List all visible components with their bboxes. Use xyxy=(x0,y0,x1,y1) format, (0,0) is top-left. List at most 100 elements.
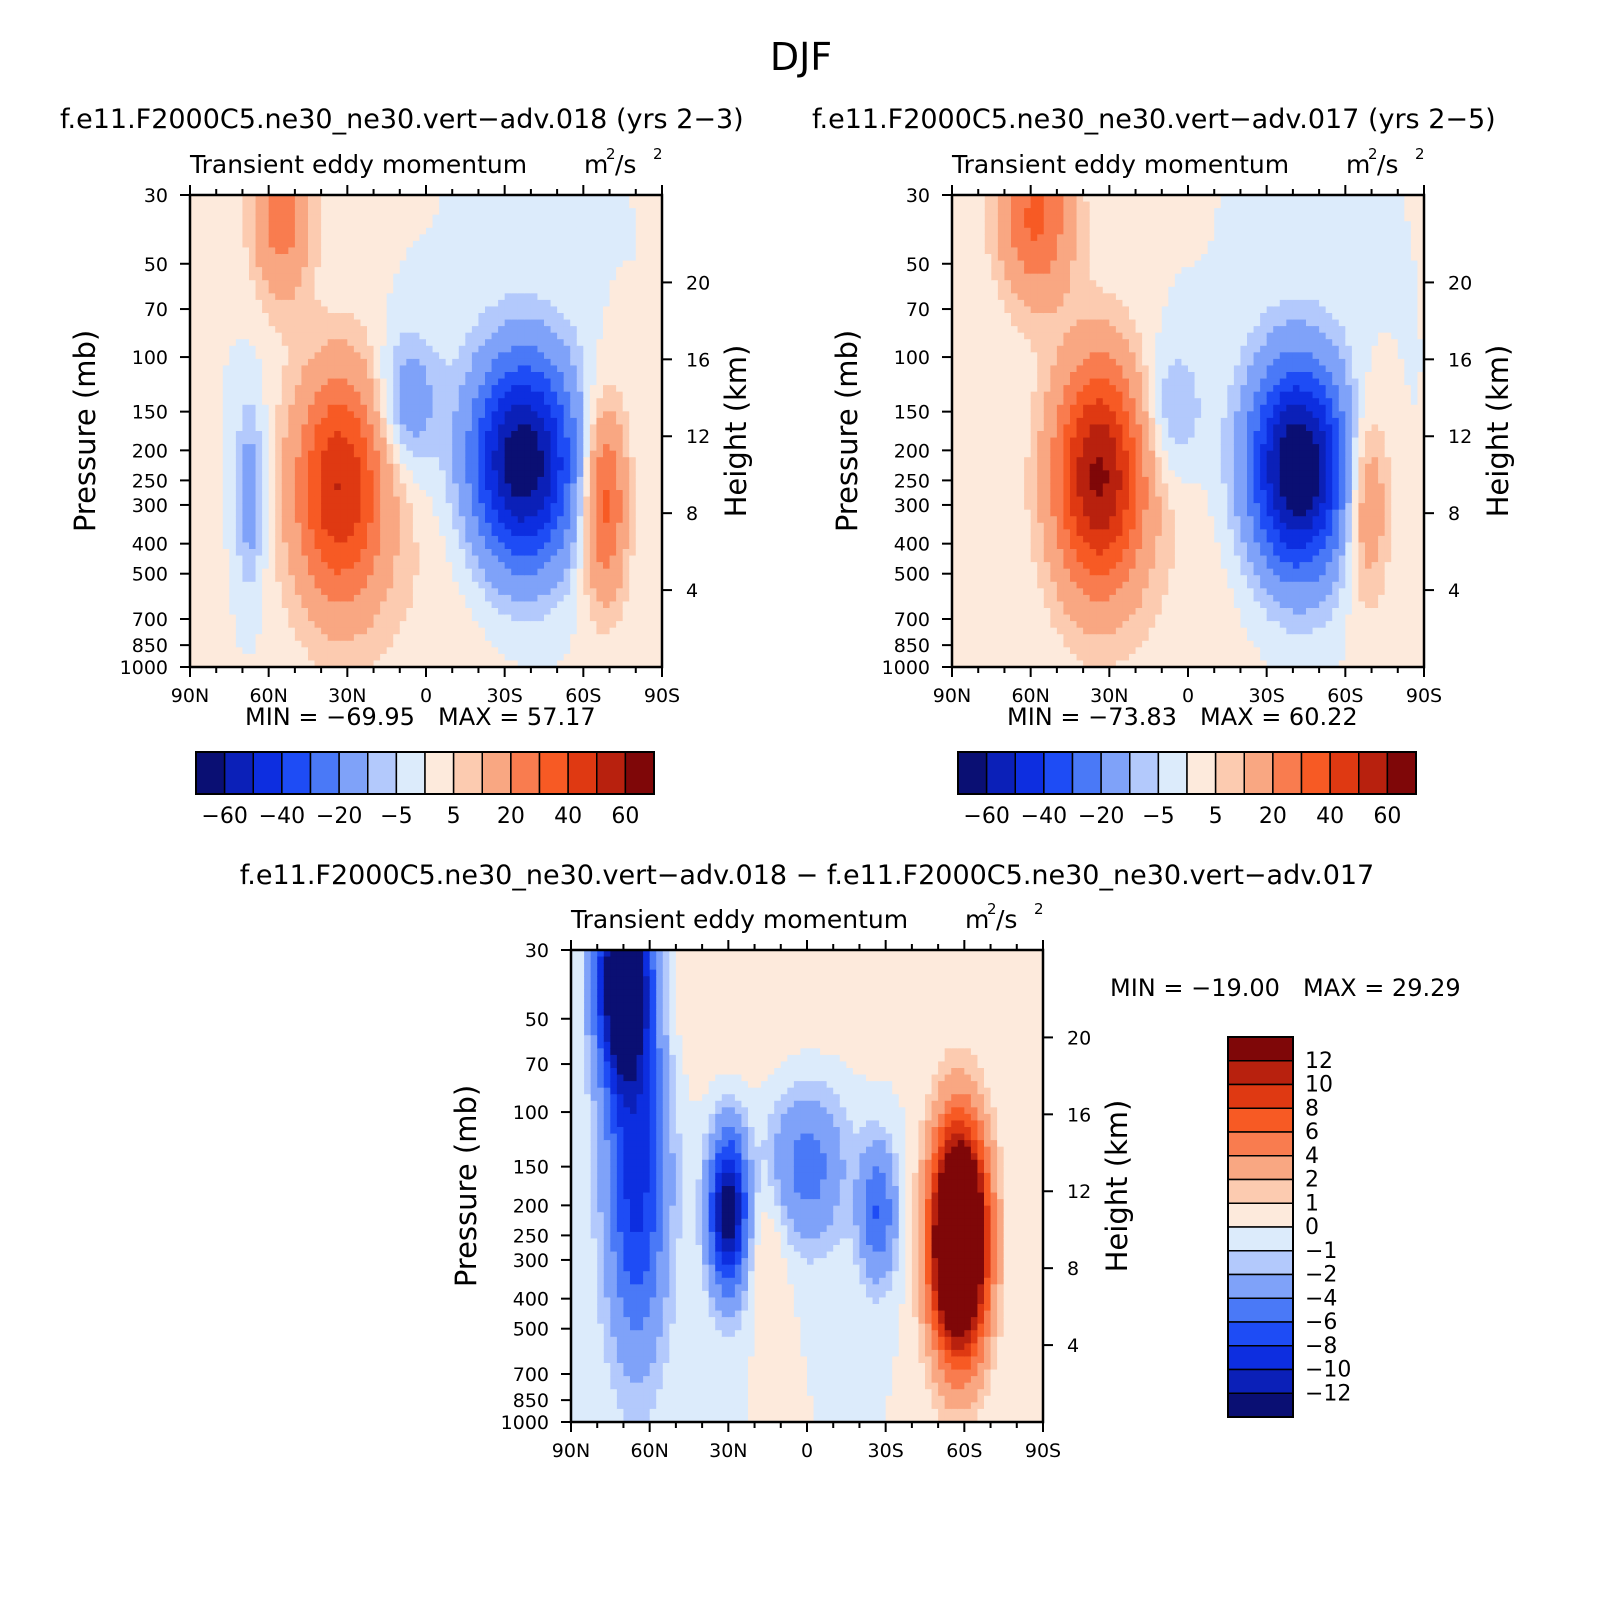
contour-cell xyxy=(452,391,460,399)
contour-cell xyxy=(222,555,230,563)
contour-cell xyxy=(642,260,650,268)
contour-cell xyxy=(334,634,342,642)
contour-cell xyxy=(308,483,316,491)
contour-cell xyxy=(419,640,427,648)
contour-cell xyxy=(485,306,493,314)
contour-cell xyxy=(583,424,591,432)
contour-cell xyxy=(635,365,643,373)
contour-cell xyxy=(399,470,407,478)
contour-cell xyxy=(432,240,440,249)
contour-cell xyxy=(530,660,539,668)
contour-cell xyxy=(544,549,552,557)
contour-cell xyxy=(642,208,650,216)
contour-cell xyxy=(517,247,525,255)
contour-cell xyxy=(550,339,558,347)
contour-cell xyxy=(412,273,421,281)
contour-cell xyxy=(504,450,512,458)
contour-cell xyxy=(445,345,453,353)
contour-cell xyxy=(452,240,460,249)
contour-cell xyxy=(589,234,598,242)
contour-cell xyxy=(485,273,493,281)
contour-cell xyxy=(196,621,204,629)
contour-cell xyxy=(616,647,624,655)
contour-cell xyxy=(465,411,473,419)
contour-cell xyxy=(281,483,289,491)
contour-cell xyxy=(530,417,539,426)
contour-cell xyxy=(373,647,381,655)
contour-cell xyxy=(511,214,519,222)
contour-cell xyxy=(360,535,368,544)
contour-cell xyxy=(629,286,637,294)
contour-cell xyxy=(367,568,375,576)
contour-cell xyxy=(301,476,309,485)
contour-cell xyxy=(557,286,565,294)
contour-cell xyxy=(426,470,434,478)
contour-cell xyxy=(327,503,335,511)
contour-cell xyxy=(393,267,401,275)
contour-cell xyxy=(642,332,650,340)
contour-cell xyxy=(419,653,427,662)
contour-cell xyxy=(445,653,453,662)
contour-cell xyxy=(419,234,427,242)
contour-cell xyxy=(524,621,532,629)
contour-cell xyxy=(557,457,565,465)
contour-cell xyxy=(393,608,401,616)
contour-cell xyxy=(393,293,401,301)
contour-cell xyxy=(616,516,624,524)
contour-cell xyxy=(347,221,355,229)
contour-cell xyxy=(465,214,473,222)
contour-cell xyxy=(576,208,584,216)
contour-cell xyxy=(465,627,473,635)
contour-cell xyxy=(353,240,362,249)
contour-cell xyxy=(367,280,375,288)
contour-cell xyxy=(347,247,355,255)
contour-cell xyxy=(412,365,421,373)
contour-cell xyxy=(229,201,237,209)
contour-cell xyxy=(511,588,519,596)
contour-cell xyxy=(635,332,643,340)
contour-cell xyxy=(550,208,558,216)
contour-cell xyxy=(255,286,263,294)
contour-cell xyxy=(426,352,434,360)
contour-cell xyxy=(603,562,611,570)
contour-cell xyxy=(432,247,440,255)
contour-cell xyxy=(373,614,381,622)
contour-cell xyxy=(393,372,401,380)
contour-cell xyxy=(367,562,375,570)
contour-cell xyxy=(432,286,440,294)
contour-cell xyxy=(334,398,342,406)
contour-cell xyxy=(222,496,230,504)
contour-cell xyxy=(622,647,630,655)
contour-cell xyxy=(524,457,532,465)
contour-cell xyxy=(249,299,257,308)
contour-cell xyxy=(268,470,276,478)
contour-cell xyxy=(478,562,486,570)
contour-cell xyxy=(504,575,512,583)
contour-cell xyxy=(406,424,414,432)
contour-cell xyxy=(550,240,558,249)
contour-cell xyxy=(439,621,447,629)
contour-cell xyxy=(622,195,630,203)
contour-cell xyxy=(616,457,624,465)
contour-cell xyxy=(373,509,381,517)
contour-cell xyxy=(432,516,440,524)
contour-cell xyxy=(235,575,244,583)
contour-cell xyxy=(544,273,552,281)
contour-cell xyxy=(445,299,453,308)
contour-cell xyxy=(439,647,447,655)
contour-cell xyxy=(439,555,447,563)
contour-cell xyxy=(471,450,480,458)
contour-cell xyxy=(426,509,434,517)
contour-cell xyxy=(281,509,289,517)
contour-cell xyxy=(203,398,211,406)
contour-cell xyxy=(308,621,316,629)
contour-cell xyxy=(353,647,362,655)
contour-cell xyxy=(471,417,480,426)
contour-cell xyxy=(340,227,348,235)
contour-cell xyxy=(308,372,316,380)
contour-cell xyxy=(321,280,329,288)
contour-cell xyxy=(393,221,401,229)
contour-cell xyxy=(393,411,401,419)
contour-cell xyxy=(609,221,617,229)
contour-cell xyxy=(439,542,447,550)
